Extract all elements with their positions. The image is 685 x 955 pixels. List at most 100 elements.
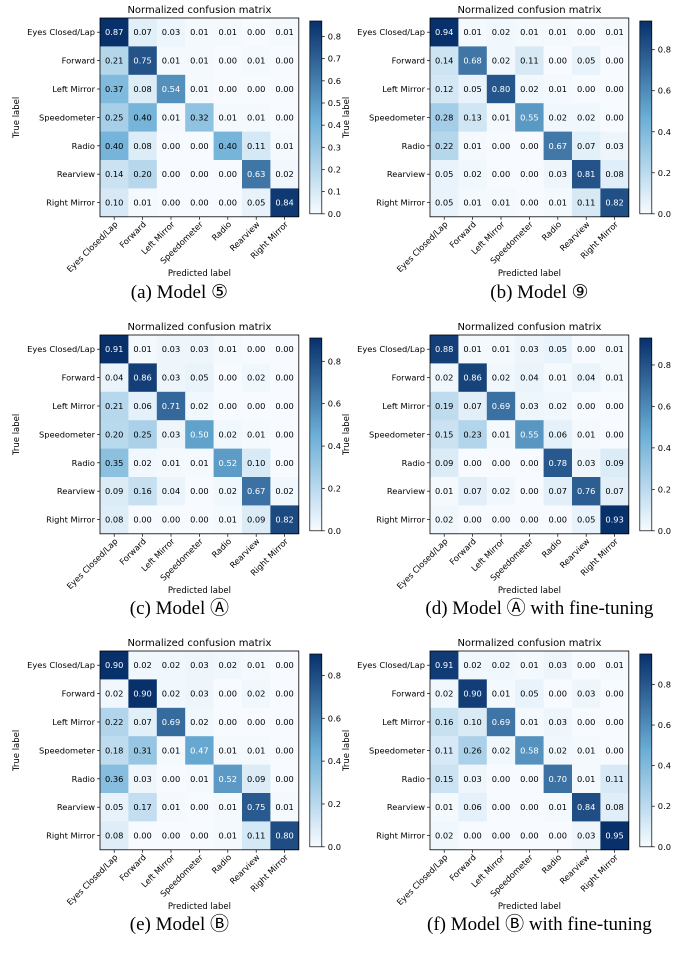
- heatmap-cell: [600, 420, 630, 449]
- heatmap-cell: [543, 103, 573, 132]
- cell-value-label: 0.80: [275, 831, 293, 841]
- heatmap-cell: [128, 477, 158, 506]
- y-tick-label: Rearview: [57, 802, 95, 812]
- cell-value-label: 0.18: [105, 745, 123, 755]
- cell-value-label: 0.01: [577, 745, 595, 755]
- cell-value-label: 0.00: [190, 831, 208, 841]
- cell-value-label: 0.11: [605, 774, 623, 784]
- cell-value-label: 0.00: [492, 831, 510, 841]
- cell-value-label: 0.25: [105, 112, 123, 122]
- y-tick-label: Right Mirror: [46, 198, 96, 208]
- heatmap-cell: [270, 477, 300, 506]
- cell-value-label: 0.69: [492, 401, 510, 411]
- heatmap-cell: [572, 335, 601, 364]
- colorbar-tick-label: 0.2: [658, 801, 671, 811]
- heatmap-cell: [213, 505, 243, 535]
- cell-value-label: 0.01: [219, 112, 237, 122]
- heatmap-cell: [543, 46, 573, 76]
- cell-value-label: 0.00: [520, 831, 538, 841]
- heatmap-cell: [100, 46, 129, 76]
- heatmap-cell: [543, 391, 573, 421]
- heatmap-cell: [572, 420, 601, 449]
- cell-value-label: 0.00: [549, 56, 567, 66]
- x-tick-label: Radio: [540, 852, 564, 876]
- heatmap-cell: [430, 505, 459, 535]
- heatmap-cell: [213, 679, 243, 709]
- cell-value-label: 0.09: [247, 515, 265, 525]
- cell-value-label: 0.01: [275, 141, 293, 151]
- chart-title: Normalized confusion matrix: [127, 322, 271, 333]
- heatmap-cell: [242, 821, 271, 851]
- heatmap-cell: [128, 420, 158, 449]
- cell-value-label: 0.00: [247, 344, 265, 354]
- heatmap-cell: [600, 448, 630, 478]
- colorbar: [639, 20, 653, 215]
- cell-value-label: 0.00: [520, 515, 538, 525]
- cell-value-label: 0.00: [577, 344, 595, 354]
- cell-value-label: 0.02: [435, 831, 453, 841]
- heatmap-cell: [458, 188, 488, 218]
- colorbar-tick-label: 0.8: [658, 45, 671, 55]
- panel-caption: (e) Model Ⓑ: [130, 913, 229, 935]
- heatmap-cell: [242, 764, 271, 794]
- heatmap-cell: [458, 448, 488, 478]
- cell-value-label: 0.01: [190, 27, 208, 37]
- y-axis-label: True label: [12, 730, 22, 772]
- cell-value-label: 0.08: [105, 831, 123, 841]
- heatmap-cell: [600, 736, 630, 765]
- chart-title: Normalized confusion matrix: [457, 638, 601, 649]
- cell-value-label: 0.02: [435, 689, 453, 699]
- heatmap-cell: [270, 420, 300, 449]
- colorbar-tick-label: 0.6: [658, 401, 671, 411]
- heatmap-cell: [270, 18, 300, 47]
- cell-value-label: 0.55: [520, 429, 538, 439]
- cell-value-label: 0.11: [247, 831, 265, 841]
- cell-value-label: 0.01: [133, 344, 151, 354]
- heatmap-cell: [242, 188, 271, 218]
- heatmap-cell: [128, 74, 158, 104]
- cell-value-label: 0.80: [492, 84, 510, 94]
- cell-value-label: 0.05: [520, 689, 538, 699]
- cell-value-label: 0.03: [162, 344, 180, 354]
- x-axis-label: Predicted label: [498, 586, 561, 596]
- cell-value-label: 0.09: [435, 458, 453, 468]
- cell-value-label: 0.02: [247, 689, 265, 699]
- heatmap-cell: [572, 679, 601, 709]
- cell-value-label: 0.08: [605, 802, 623, 812]
- y-tick-label: Radio: [402, 141, 425, 151]
- heatmap-cell: [515, 335, 544, 364]
- cell-value-label: 0.10: [247, 458, 265, 468]
- cell-value-label: 0.14: [105, 169, 123, 179]
- heatmap-cell: [100, 707, 129, 737]
- heatmap-cell: [100, 505, 129, 535]
- cell-value-label: 0.84: [275, 198, 293, 208]
- cell-value-label: 0.00: [492, 458, 510, 468]
- heatmap-cell: [100, 651, 129, 680]
- heatmap-cell: [458, 420, 488, 449]
- heatmap-cell: [543, 74, 573, 104]
- cell-value-label: 0.01: [247, 112, 265, 122]
- cell-value-label: 0.00: [520, 198, 538, 208]
- cell-value-label: 0.01: [133, 198, 151, 208]
- heatmap-cell: [515, 188, 544, 218]
- cell-value-label: 0.00: [605, 56, 623, 66]
- heatmap-cell: [270, 651, 300, 680]
- cell-value-label: 0.15: [435, 429, 453, 439]
- cell-value-label: 0.14: [435, 56, 453, 66]
- heatmap-cell: [156, 160, 186, 189]
- cell-value-label: 0.09: [105, 486, 123, 496]
- cell-value-label: 0.06: [463, 802, 481, 812]
- cell-value-label: 0.00: [275, 373, 293, 383]
- x-tick-label: Eyes Closed/Lap: [395, 536, 450, 591]
- cell-value-label: 0.28: [435, 112, 453, 122]
- cell-value-label: 0.00: [275, 774, 293, 784]
- cell-value-label: 0.02: [275, 486, 293, 496]
- colorbar-tick-label: 0.8: [328, 32, 341, 42]
- y-tick-label: Speedometer: [369, 745, 426, 755]
- heatmap-cell: [100, 391, 129, 421]
- heatmap-cell: [430, 736, 459, 765]
- heatmap-cell: [430, 188, 459, 218]
- heatmap-cell: [156, 477, 186, 506]
- heatmap-cell: [458, 363, 488, 393]
- heatmap-cell: [543, 505, 573, 535]
